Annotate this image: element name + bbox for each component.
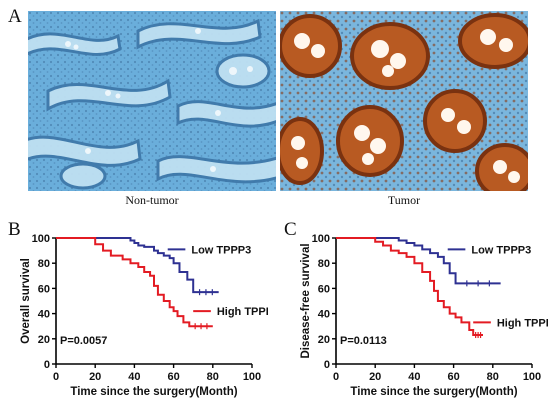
x-tick-label: 0 xyxy=(53,371,59,383)
x-axis-label: Time since the surgery(Month) xyxy=(350,386,517,398)
y-tick-label: 40 xyxy=(38,309,50,321)
p-value-annotation: P=0.0057 xyxy=(60,335,107,347)
overall-survival-chart: 0 20 40 60 80 100 0 20 40 60 80 100 Time since the s… xyxy=(20,233,268,398)
x-tick-label: 20 xyxy=(369,371,381,383)
x-tick-label: 100 xyxy=(243,371,261,383)
x-tick-label: 20 xyxy=(89,371,101,383)
y-tick-label: 80 xyxy=(38,258,50,270)
y-tick-label: 20 xyxy=(38,334,50,346)
y-axis-label: Overall survival xyxy=(20,258,32,344)
y-axis-label: Disease-free survival xyxy=(300,243,312,358)
x-tick-label: 40 xyxy=(408,371,420,383)
y-tick-label: 0 xyxy=(44,359,50,371)
x-tick-label: 100 xyxy=(523,371,541,383)
legend-label: Low TPPP3 xyxy=(191,244,251,256)
legend-label: High TPPP3 xyxy=(497,317,548,329)
p-value-annotation: P=0.0113 xyxy=(340,335,387,347)
disease-free-survival-chart: 0 20 40 60 80 100 0 20 40 60 80 100 Time since the s… xyxy=(300,233,548,398)
x-axis-label: Time since the surgery(Month) xyxy=(70,386,237,398)
panel-b-letter: B xyxy=(8,219,21,240)
y-tick-label: 100 xyxy=(32,233,50,245)
legend-label: High TPPP3 xyxy=(217,306,268,318)
tumor-label: Tumor xyxy=(387,193,421,207)
y-tick-label: 80 xyxy=(318,258,330,270)
x-tick-label: 80 xyxy=(207,371,219,383)
y-tick-label: 60 xyxy=(318,283,330,295)
x-tick-label: 60 xyxy=(447,371,459,383)
non-tumor-label: Non-tumor xyxy=(125,193,179,207)
x-tick-label: 40 xyxy=(128,371,140,383)
survival-curve-high xyxy=(336,237,483,337)
tumor-micrograph xyxy=(280,11,528,191)
y-tick-label: 0 xyxy=(324,359,330,371)
panel-a-letter: A xyxy=(8,6,22,27)
legend-label: Low TPPP3 xyxy=(471,244,531,256)
y-tick-label: 20 xyxy=(318,334,330,346)
x-tick-label: 60 xyxy=(167,371,179,383)
x-tick-label: 0 xyxy=(333,371,339,383)
survival-curve-high xyxy=(56,237,213,328)
y-tick-label: 40 xyxy=(318,309,330,321)
x-tick-label: 80 xyxy=(487,371,499,383)
survival-curve-low xyxy=(336,237,501,285)
y-tick-label: 60 xyxy=(38,283,50,295)
panel-c-letter: C xyxy=(284,219,297,240)
survival-curve-low xyxy=(56,237,219,294)
non-tumor-micrograph xyxy=(28,11,276,191)
y-tick-label: 100 xyxy=(312,233,330,245)
